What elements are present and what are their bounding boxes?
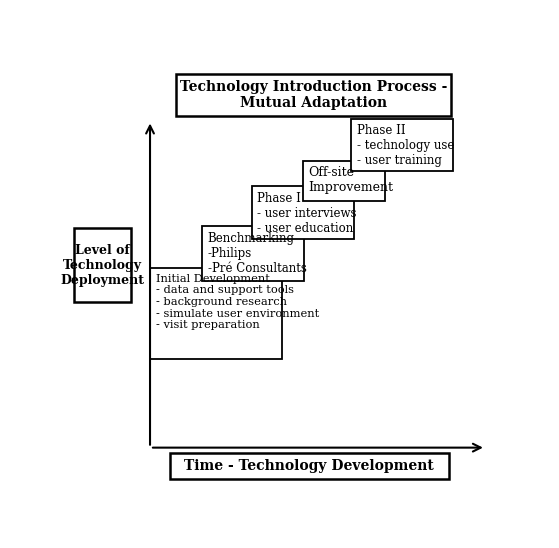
FancyBboxPatch shape <box>176 74 451 116</box>
FancyBboxPatch shape <box>352 118 453 171</box>
FancyBboxPatch shape <box>74 228 130 302</box>
FancyBboxPatch shape <box>202 226 304 281</box>
Text: Off-site
Improvement: Off-site Improvement <box>309 166 394 194</box>
Text: Technology Introduction Process -
Mutual Adaptation: Technology Introduction Process - Mutual… <box>180 80 447 110</box>
Text: Benchmarking
-Philips
-Pré Consultants: Benchmarking -Philips -Pré Consultants <box>207 232 306 275</box>
FancyBboxPatch shape <box>303 161 385 201</box>
Text: Level of
Technology
Deployment: Level of Technology Deployment <box>60 244 144 287</box>
FancyBboxPatch shape <box>252 186 354 239</box>
Text: Phase II
- technology use
- user training: Phase II - technology use - user trainin… <box>357 124 454 167</box>
FancyBboxPatch shape <box>150 269 282 359</box>
FancyBboxPatch shape <box>169 453 449 480</box>
Text: Initial Development
- data and support tools
- background research
- simulate us: Initial Development - data and support t… <box>155 274 319 330</box>
Text: Phase I
- user interviews
- user education: Phase I - user interviews - user educati… <box>258 191 357 235</box>
Text: Time - Technology Development: Time - Technology Development <box>184 459 434 473</box>
